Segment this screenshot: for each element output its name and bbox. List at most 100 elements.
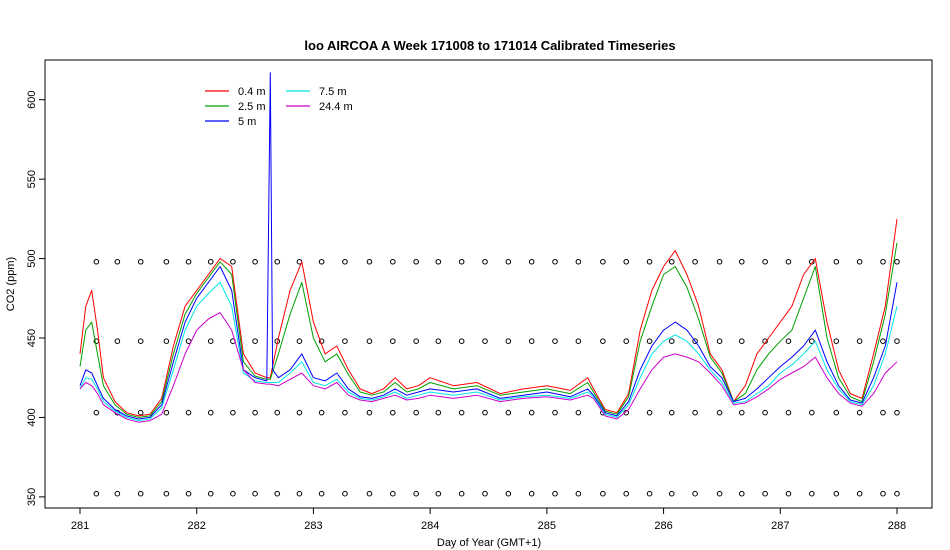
- calibration-point: [833, 490, 840, 497]
- calibration-point: [600, 338, 606, 344]
- calibration-point: [366, 258, 373, 265]
- series-line: [79, 281, 898, 422]
- calibration-point: [808, 338, 815, 344]
- calibration-point: [163, 258, 170, 265]
- calibration-point: [646, 490, 653, 497]
- calibration-point: [458, 338, 465, 344]
- calibration-point: [342, 490, 348, 497]
- series-lines: [79, 72, 898, 423]
- x-tick-label: 282: [188, 520, 206, 532]
- calibration-point: [856, 258, 863, 265]
- calibration-point: [880, 409, 886, 416]
- calibration-point: [230, 490, 236, 497]
- calibration-point: [318, 258, 325, 265]
- calibration-point: [785, 490, 792, 497]
- calibration-point: [833, 409, 840, 416]
- calibration-point: [482, 409, 488, 416]
- calibration-point: [366, 409, 373, 416]
- calibration-point: [505, 409, 512, 416]
- calibration-point: [833, 338, 840, 344]
- series-line: [79, 218, 898, 417]
- calibration-point: [668, 258, 675, 265]
- calibration-point: [114, 490, 121, 497]
- calibration-point: [114, 258, 121, 265]
- series-line: [79, 242, 898, 418]
- legend-label: 24.4 m: [319, 101, 353, 113]
- calibration-point: [230, 409, 236, 416]
- calibration-point: [389, 258, 396, 265]
- calibration-point: [833, 258, 840, 265]
- calibration-point: [163, 409, 170, 416]
- calibration-point: [552, 338, 558, 344]
- calibration-point: [207, 258, 214, 265]
- calibration-point: [528, 409, 535, 416]
- calibration-point: [600, 258, 606, 265]
- calibration-point: [413, 338, 419, 344]
- calibration-point: [716, 409, 723, 416]
- y-axis-label: CO2 (ppm): [5, 257, 17, 311]
- calibration-point: [880, 258, 886, 265]
- calibration-point: [185, 490, 192, 497]
- calibration-point: [482, 338, 488, 344]
- calibration-point: [646, 338, 653, 344]
- calibration-point: [575, 409, 582, 416]
- calibration-point: [856, 338, 863, 344]
- calibration-point: [458, 409, 465, 416]
- calibration-point: [716, 258, 723, 265]
- calibration-point: [552, 490, 558, 497]
- calibration-point: [692, 338, 698, 344]
- calibration-point: [668, 338, 675, 344]
- calibration-point: [668, 490, 675, 497]
- calibration-point: [252, 490, 258, 497]
- x-tick-label: 288: [888, 520, 906, 532]
- calibration-point: [785, 409, 792, 416]
- calibration-point: [252, 338, 258, 344]
- calibration-point: [207, 490, 214, 497]
- x-tick-label: 284: [421, 520, 439, 532]
- calibration-point: [894, 409, 900, 416]
- x-tick-label: 287: [771, 520, 789, 532]
- x-tick-label: 286: [654, 520, 672, 532]
- calibration-point: [93, 409, 100, 416]
- x-tick-label: 285: [538, 520, 556, 532]
- calibration-point: [575, 258, 582, 265]
- legend-label: 2.5 m: [238, 101, 266, 113]
- calibration-point: [185, 409, 192, 416]
- calibration-point: [575, 490, 582, 497]
- y-tick-label: 550: [26, 170, 38, 188]
- chart-title: loo AIRCOA A Week 171008 to 171014 Calib…: [304, 38, 675, 53]
- calibration-point: [482, 258, 488, 265]
- calibration-point: [342, 258, 348, 265]
- calibration-point: [207, 338, 214, 344]
- calibration-point: [114, 338, 121, 344]
- calibration-point: [137, 258, 144, 265]
- calibration-point: [505, 258, 512, 265]
- calibration-point: [458, 490, 465, 497]
- calibration-point: [137, 338, 144, 344]
- calibration-markers: [93, 258, 900, 497]
- calibration-point: [389, 490, 396, 497]
- calibration-point: [318, 409, 325, 416]
- calibration-point: [762, 258, 768, 265]
- calibration-point: [894, 338, 900, 344]
- calibration-point: [528, 338, 535, 344]
- calibration-point: [389, 409, 396, 416]
- calibration-point: [342, 338, 348, 344]
- calibration-point: [435, 258, 442, 265]
- calibration-point: [856, 409, 863, 416]
- calibration-point: [528, 490, 535, 497]
- calibration-point: [413, 258, 419, 265]
- calibration-point: [600, 490, 606, 497]
- calibration-point: [93, 490, 100, 497]
- y-tick-label: 350: [26, 488, 38, 506]
- calibration-point: [808, 490, 815, 497]
- calibration-point: [318, 490, 325, 497]
- calibration-point: [575, 338, 582, 344]
- calibration-point: [366, 338, 373, 344]
- calibration-point: [894, 490, 900, 497]
- calibration-point: [207, 409, 214, 416]
- calibration-point: [692, 409, 698, 416]
- calibration-point: [738, 338, 745, 344]
- calibration-point: [623, 338, 630, 344]
